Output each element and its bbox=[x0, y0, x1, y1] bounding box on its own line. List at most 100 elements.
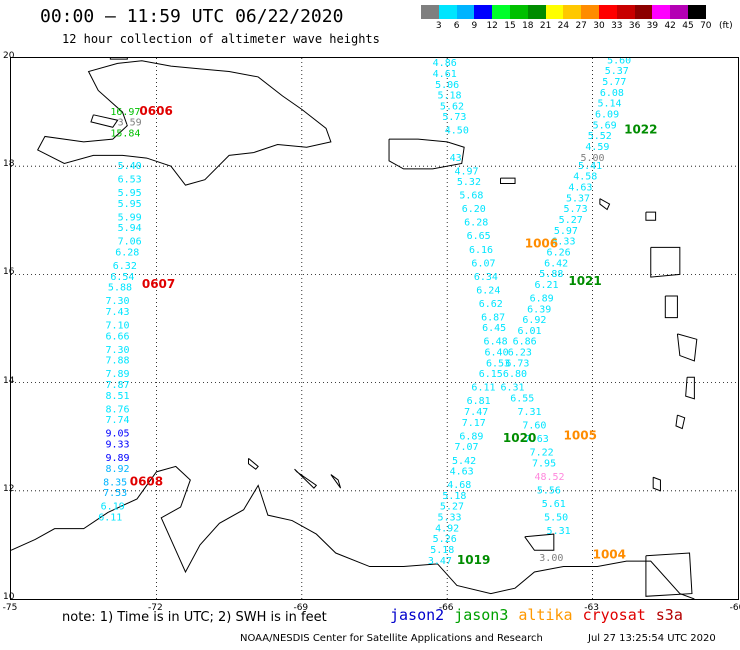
legend-label: 24 bbox=[557, 21, 570, 31]
wave-height-value: 5.95 bbox=[118, 188, 142, 199]
guadeloupe-coastline bbox=[650, 246, 681, 278]
legend-swatch bbox=[509, 5, 528, 19]
wave-height-value: 3.47 bbox=[428, 556, 452, 567]
pass-time-label: 1006 bbox=[525, 236, 558, 250]
latitude-label: 14 bbox=[3, 375, 15, 386]
wave-height-value: 6.33 bbox=[551, 237, 575, 248]
longitude-label: -66 bbox=[438, 603, 454, 613]
longitude-label: -75 bbox=[2, 603, 18, 613]
wave-height-value: 7.06 bbox=[118, 237, 142, 248]
legend-swatch bbox=[598, 5, 617, 19]
satellite-legend-item: cryosat bbox=[582, 606, 646, 624]
grenada-coastline bbox=[652, 476, 661, 492]
wave-height-value: 5.73 bbox=[564, 204, 588, 215]
wave-height-value: 6.66 bbox=[106, 331, 130, 342]
wave-height-value: 7.30 bbox=[106, 345, 130, 356]
wave-height-value: 5.88 bbox=[108, 283, 132, 294]
wave-height-value: 5.61 bbox=[542, 499, 566, 510]
legend-label: 3 bbox=[435, 21, 442, 31]
wave-height-value: 4.68 bbox=[447, 480, 471, 491]
wave-height-value: 4.61 bbox=[433, 69, 457, 80]
gonave-island-coastline bbox=[90, 114, 119, 128]
martinique-coastline bbox=[676, 333, 698, 362]
pass-time-label: 1021 bbox=[568, 274, 601, 288]
wave-height-value: 5.37 bbox=[566, 193, 590, 204]
pass-time-label: 0608 bbox=[130, 474, 163, 488]
hispaniola-coastline bbox=[36, 60, 332, 186]
wave-height-value: 43 bbox=[450, 153, 462, 164]
wave-height-value: 5.27 bbox=[559, 215, 583, 226]
legend-swatch bbox=[474, 5, 493, 19]
puerto-rico-coastline bbox=[388, 138, 465, 170]
wave-height-value: 7.47 bbox=[464, 407, 488, 418]
st-lucia-coastline bbox=[685, 376, 695, 400]
antigua-coastline bbox=[645, 211, 657, 221]
wave-height-value: 6.45 bbox=[482, 323, 506, 334]
wave-height-value: 5.94 bbox=[118, 223, 142, 234]
venezuela-colombia-coastline bbox=[11, 465, 695, 599]
wave-height-value: 7.95 bbox=[532, 458, 556, 469]
wave-height-value: 5.99 bbox=[118, 212, 142, 223]
legend-label: 12 bbox=[486, 21, 498, 31]
altimeter-map[interactable]: 4.86 4.61 5.06 5.18 5.62 5.73 4.50 43 4.97 5.32 5.… bbox=[10, 57, 739, 600]
wave-height-value: 4.50 bbox=[445, 126, 469, 137]
longitude-label: -63 bbox=[584, 603, 599, 613]
wave-height-value: 5.06 bbox=[435, 80, 459, 91]
wave-height-value: 6.55 bbox=[510, 394, 534, 405]
wave-height-value: 5.18 bbox=[430, 545, 454, 556]
wave-height-value: 5.26 bbox=[433, 534, 457, 545]
wave-height-value: 9.33 bbox=[106, 440, 130, 451]
wave-height-value: 5.73 bbox=[442, 112, 466, 123]
wave-height-value: 6.01 bbox=[517, 326, 541, 337]
legend-swatch bbox=[670, 5, 688, 19]
wave-height-value: 6.28 bbox=[115, 247, 139, 258]
wave-height-value: 6.53 bbox=[118, 174, 142, 185]
map-note: note: 1) Time is in UTC; 2) SWH is in fe… bbox=[62, 610, 327, 625]
wave-height-value: 5.14 bbox=[597, 99, 621, 110]
longitude-label: -69 bbox=[293, 603, 309, 613]
wave-height-value: 16.97 bbox=[110, 107, 140, 118]
latitude-label: 10 bbox=[3, 592, 15, 602]
wave-height-value: 6.23 bbox=[508, 348, 532, 359]
legend-label: 6 bbox=[453, 21, 460, 31]
wave-height-value: 6.89 bbox=[459, 431, 483, 442]
wave-height-value: 6.73 bbox=[505, 358, 529, 369]
wave-height-value: 6.19 bbox=[101, 502, 125, 513]
wave-height-value: 5.37 bbox=[605, 66, 629, 77]
wave-height-value: 5.31 bbox=[547, 526, 571, 537]
wave-height-value: 5.50 bbox=[544, 513, 568, 524]
legend-label: 45 bbox=[682, 21, 694, 31]
legend-swatch bbox=[634, 5, 653, 19]
wave-height-value: 7.43 bbox=[106, 307, 130, 318]
pass-time-label: 1005 bbox=[564, 428, 597, 442]
pass-time-label: 1004 bbox=[593, 547, 626, 561]
wave-height-value: 4.63 bbox=[450, 467, 474, 478]
wave-height-value: 6.65 bbox=[467, 231, 491, 242]
wave-height-value: 4.59 bbox=[585, 142, 609, 153]
wave-height-value: 6.39 bbox=[527, 304, 551, 315]
wave-height-value: 9.05 bbox=[106, 429, 130, 440]
latitude-label: 12 bbox=[3, 483, 15, 494]
wave-height-value: 7.10 bbox=[106, 321, 130, 332]
wave-height-value: 5.40 bbox=[118, 161, 142, 172]
wave-height-value: 5.18 bbox=[438, 91, 462, 102]
legend-swatch bbox=[652, 5, 671, 19]
wave-height-value: 6.21 bbox=[534, 280, 558, 291]
satellite-legend: jason2 jason3 altika cryosat s3a bbox=[390, 606, 693, 624]
legend-label: 33 bbox=[611, 21, 623, 31]
wave-height-value: 4.97 bbox=[454, 166, 478, 177]
wave-height-value: 6.11 bbox=[471, 383, 495, 394]
wave-height-value: 6.54 bbox=[110, 272, 134, 283]
bonaire-coastline bbox=[330, 474, 342, 489]
wave-height-value: 9.89 bbox=[106, 453, 130, 464]
footer-timestamp: Jul 27 13:25:54 UTC 2020 bbox=[588, 633, 716, 644]
coastlines bbox=[11, 58, 698, 599]
wave-height-value: 5.32 bbox=[457, 177, 481, 188]
legend-swatch bbox=[687, 5, 706, 19]
wave-height-value: 6.62 bbox=[479, 299, 503, 310]
latitude-label: 16 bbox=[3, 267, 15, 278]
wave-height-value: 7.87 bbox=[106, 380, 130, 391]
wave-height-value: 8.92 bbox=[106, 464, 130, 475]
wave-height-value: 48.52 bbox=[534, 472, 564, 483]
satellite-legend-item: jason3 bbox=[454, 606, 509, 624]
